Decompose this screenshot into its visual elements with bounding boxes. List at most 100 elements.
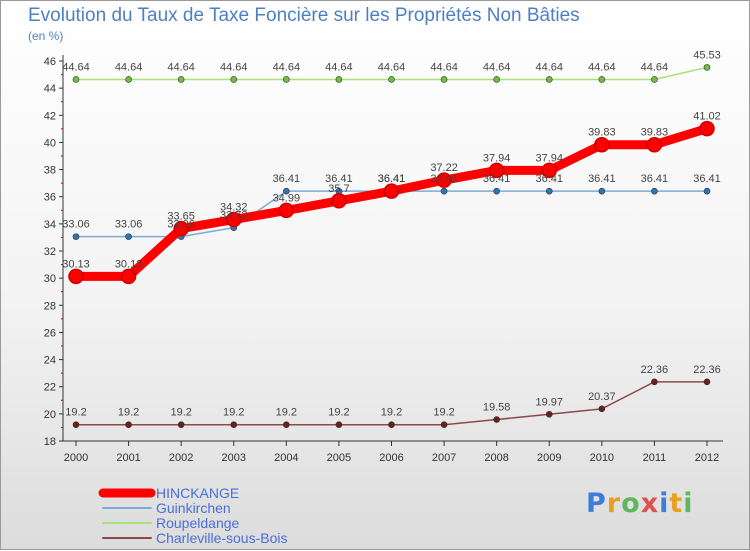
data-point <box>72 76 80 83</box>
data-label: 37.94 <box>483 152 511 164</box>
y-tick-label: 26 <box>44 327 56 339</box>
data-point <box>545 187 553 195</box>
data-label: 35.7 <box>328 183 349 195</box>
data-label: 39.83 <box>641 127 669 139</box>
data-point <box>598 76 606 83</box>
data-label: 36.41 <box>273 173 301 185</box>
x-tick-label: 2005 <box>327 452 351 464</box>
data-point <box>703 187 711 195</box>
data-point <box>594 136 610 153</box>
data-label: 44.64 <box>430 61 458 73</box>
data-label: 20.37 <box>588 391 616 403</box>
series-line-hinckange <box>71 124 712 281</box>
data-point <box>651 378 658 386</box>
legend-label: Roupeldange <box>156 515 240 531</box>
data-label: 44.64 <box>535 61 563 73</box>
x-tick-label: 2000 <box>64 452 88 464</box>
data-label: 36.41 <box>641 173 669 185</box>
legend-label: Charleville-sous-Bois <box>156 530 288 546</box>
y-tick-label: 28 <box>44 300 56 312</box>
data-point <box>120 268 137 285</box>
data-point <box>125 233 132 240</box>
data-label: 44.64 <box>325 61 353 73</box>
data-point <box>331 193 347 209</box>
data-point <box>440 76 448 83</box>
data-point <box>173 220 189 237</box>
chart-title: Evolution du Taux de Taxe Foncière sur l… <box>28 5 580 26</box>
data-point <box>388 76 395 83</box>
brand-logo: Proxiti <box>586 488 694 519</box>
data-label: 34.32 <box>220 202 248 214</box>
y-tick-label: 44 <box>44 83 56 95</box>
data-point <box>283 187 290 195</box>
data-label: 19.2 <box>328 407 349 419</box>
data-point <box>598 187 606 195</box>
data-label: 36.41 <box>325 173 353 185</box>
y-tick-label: 40 <box>44 137 56 149</box>
data-label: 36.41 <box>378 173 406 185</box>
data-point <box>283 421 290 429</box>
data-label: 44.64 <box>483 61 511 73</box>
data-point <box>68 268 84 285</box>
data-point <box>651 187 658 195</box>
y-tick-label: 20 <box>44 409 56 421</box>
data-label: 44.64 <box>378 61 406 73</box>
data-point <box>703 64 711 71</box>
brand-letter: x <box>640 488 660 519</box>
y-tick-label: 18 <box>44 436 56 448</box>
x-tick-label: 2003 <box>222 452 246 464</box>
data-label: 45.53 <box>693 49 721 61</box>
data-label: 19.2 <box>433 407 454 419</box>
data-label: 37.22 <box>430 162 458 174</box>
x-tick-label: 2002 <box>169 452 193 464</box>
data-label: 22.36 <box>641 364 669 376</box>
data-point <box>177 76 185 83</box>
data-label: 33.72 <box>220 210 248 222</box>
data-point <box>440 421 448 429</box>
data-point <box>436 172 452 188</box>
data-label: 30.13 <box>62 258 90 270</box>
brand-letter: i <box>659 488 670 519</box>
data-label: 44.64 <box>167 61 195 73</box>
y-tick-label: 30 <box>44 273 56 285</box>
data-point <box>125 76 132 83</box>
data-label: 30.13 <box>115 258 143 270</box>
data-point <box>335 421 343 429</box>
data-label: 19.2 <box>276 407 297 419</box>
data-point <box>598 405 606 413</box>
data-point <box>646 136 663 153</box>
data-point <box>230 76 238 83</box>
y-tick-label: 38 <box>44 165 56 177</box>
data-label: 33.06 <box>62 219 90 231</box>
data-label: 44.64 <box>641 61 669 73</box>
data-point <box>72 421 80 429</box>
data-point <box>488 162 505 179</box>
data-label: 44.64 <box>62 61 90 73</box>
data-label: 36.41 <box>693 173 721 185</box>
data-point <box>388 421 395 429</box>
data-point <box>278 202 295 219</box>
data-point <box>440 187 448 195</box>
data-point <box>72 233 80 240</box>
data-label: 36.41 <box>430 173 458 185</box>
y-tick-label: 32 <box>44 246 56 258</box>
data-point <box>283 76 290 83</box>
brand-letter: r <box>606 488 622 519</box>
data-label: 19.2 <box>381 407 402 419</box>
data-label: 22.36 <box>693 364 721 376</box>
data-label: 41.02 <box>693 111 721 123</box>
y-tick-label: 46 <box>44 56 56 68</box>
data-label: 34.99 <box>273 192 301 204</box>
data-label: 36.41 <box>588 173 616 185</box>
data-label: 39.83 <box>588 127 616 139</box>
x-tick-label: 2008 <box>484 452 508 464</box>
data-point <box>651 76 658 83</box>
brand-letter: i <box>683 488 694 519</box>
brand-letter: o <box>621 488 641 519</box>
brand-letter: P <box>586 488 607 519</box>
data-label: 19.2 <box>118 407 139 419</box>
brand-letter: t <box>669 488 684 519</box>
y-unit-label: (en %) <box>28 29 64 43</box>
